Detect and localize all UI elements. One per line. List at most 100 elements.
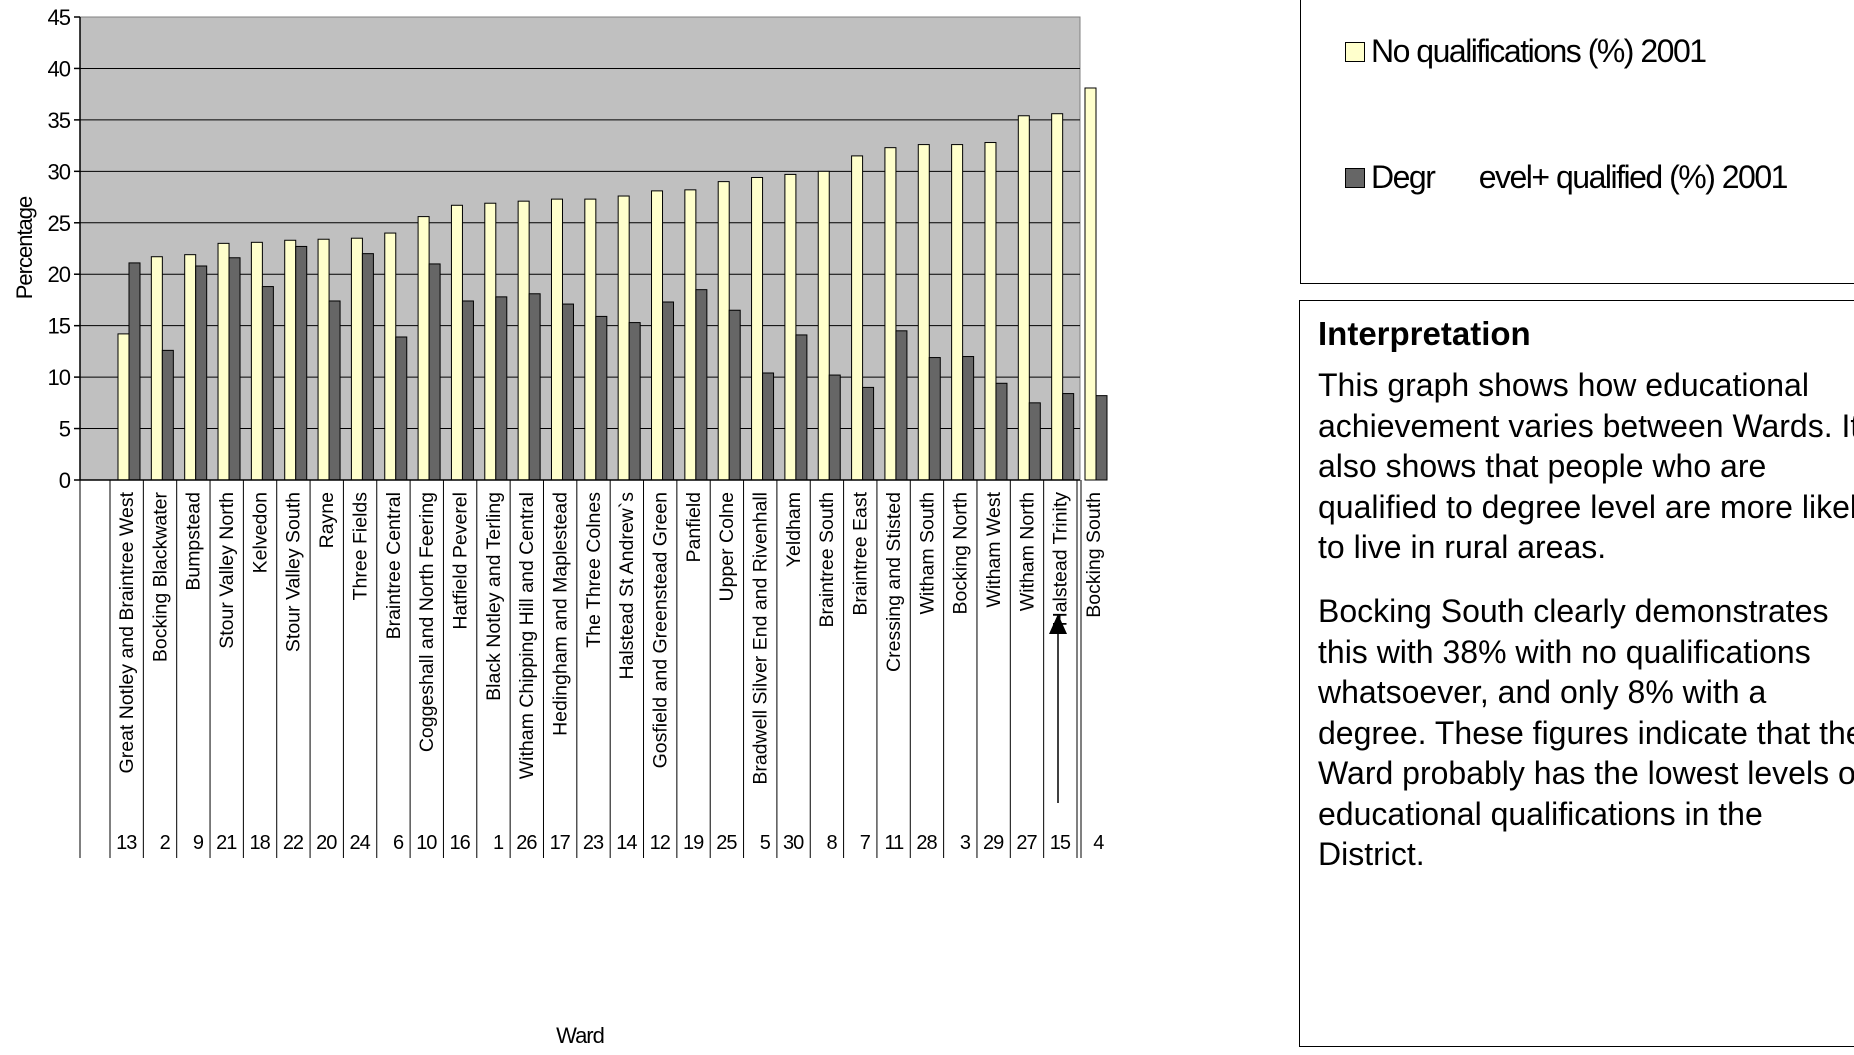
bar-degree-qualified [662,301,675,481]
ward-label: Braintree Central [383,492,405,639]
y-tick-label: 25 [48,211,71,236]
ward-label: Witham Chipping Hill and Central [516,492,538,779]
bar-no-qualifications [1051,113,1064,481]
bar-degree-qualified [1062,393,1075,481]
bar-degree-qualified [161,349,174,481]
bar-degree-qualified [261,286,274,481]
ward-number: 17 [550,832,571,854]
bar-no-qualifications [951,144,964,481]
ward-label: Rayne [316,492,338,548]
ward-number: 9 [193,832,204,854]
bar-degree-qualified [1028,402,1041,481]
ward-label: Braintree South [816,492,838,628]
ward-label: Coggeshall and North Feering [416,492,438,752]
bar-degree-qualified [395,336,408,481]
ward-labels: Great Notley and Braintree West Bocking B… [79,480,1105,858]
bars [117,87,1108,481]
interpretation-panel: Interpretation This graph shows how educ… [1299,300,1854,1047]
ward-label: The Three Colnes [583,492,605,648]
ward-label: Bradwell Silver End and Rivenhall [750,492,772,785]
ward-label: Bocking Blackwater [149,492,171,663]
legend-swatch-no-qualifications [1345,41,1365,62]
plot-area [79,16,1081,481]
bar-no-qualifications [717,181,730,481]
ward-label: Great Notley and Braintree West [116,491,138,773]
bar-no-qualifications [917,144,930,481]
bar-no-qualifications [450,204,463,481]
bar-no-qualifications [417,216,430,481]
ward-number: 12 [650,832,671,854]
bar-degree-qualified [928,357,941,481]
ward-number: 5 [760,832,771,854]
bar-degree-qualified [528,293,541,481]
ward-label: Three Fields [349,492,371,601]
legend-swatch-degree-qualified [1345,167,1365,188]
bar-no-qualifications [584,198,597,481]
ward-label: Cressing and Stisted [883,492,905,672]
bar-degree-qualified [795,334,808,481]
y-tick-label: 5 [59,417,71,442]
ward-numbers: 13 2 9 21 18 22 20 24 6 10 16 1 26 17 23 14 12 19 25 5 30 8 7 1… [116,832,1105,854]
ward-label: Panfield [683,492,705,562]
ward-number: 23 [583,832,604,854]
ward-label: Bocking South [1083,492,1105,618]
bar-no-qualifications [784,173,797,481]
bar-no-qualifications [984,142,997,481]
bar-no-qualifications [617,195,630,481]
y-tick-label: 30 [48,159,71,184]
bar-degree-qualified [895,330,908,481]
ward-number: 10 [416,832,437,854]
bar-degree-qualified [128,262,141,481]
legend-label-degree-qualified: Degr evel+ qualified (%) 2001 [1371,159,1788,195]
bar-no-qualifications [684,189,697,481]
bar-no-qualifications [851,155,864,481]
ward-number: 16 [450,832,471,854]
ward-number: 20 [316,832,337,854]
ward-number: 25 [716,832,737,854]
bar-degree-qualified [962,356,975,481]
bar-no-qualifications [217,242,230,481]
bar-no-qualifications [150,256,163,481]
x-axis-title: Ward [556,1023,604,1048]
ward-label: Hatfield Peverel [449,492,471,630]
ward-number: 22 [283,832,304,854]
ward-number: 19 [683,832,704,854]
ward-number: 26 [516,832,537,854]
bar-degree-qualified [695,289,708,481]
bar-degree-qualified [995,382,1008,481]
y-tick-label: 20 [48,262,71,287]
bar-degree-qualified [195,265,208,481]
y-tick-label: 45 [48,5,71,30]
bar-no-qualifications [884,147,897,481]
bar-no-qualifications [317,238,330,481]
bar-no-qualifications [651,190,664,481]
bar-degree-qualified [561,303,574,481]
bar-degree-qualified [1095,395,1108,481]
ward-label: Gosfield and Greenstead Green [650,492,672,768]
y-tick-label: 10 [48,365,71,390]
bar-degree-qualified [595,315,608,481]
ward-number: 3 [960,832,971,854]
y-tick-label: 40 [48,56,71,81]
bar-no-qualifications [117,333,130,481]
ward-label: Braintree East [850,491,872,615]
bar-degree-qualified [762,372,775,481]
bar-no-qualifications [817,170,830,481]
ward-label: Yeldham [783,492,805,567]
y-axis-title: Percentage [12,196,37,299]
y-tick-label: 0 [59,468,71,493]
legend-label-no-qualifications: No qualifications (%) 2001 [1371,33,1707,69]
interpretation-paragraph-1: This graph shows how educational achieve… [1318,367,1854,565]
y-tick-label: 15 [48,314,71,339]
gridlines [80,67,1080,430]
ward-label: Stour Valley North [216,492,238,649]
interpretation-paragraph-2: Bocking South clearly demonstrates this … [1318,593,1854,872]
bar-no-qualifications [484,202,497,481]
ward-number: 13 [116,832,137,854]
bar-degree-qualified [295,245,308,481]
ward-number: 30 [783,832,804,854]
bar-no-qualifications [250,241,263,481]
bar-no-qualifications [350,237,363,481]
ward-label: Witham West [983,491,1005,607]
legend-item-degree-qualified: Degr evel+ qualified (%) 2001 [1345,159,1788,196]
